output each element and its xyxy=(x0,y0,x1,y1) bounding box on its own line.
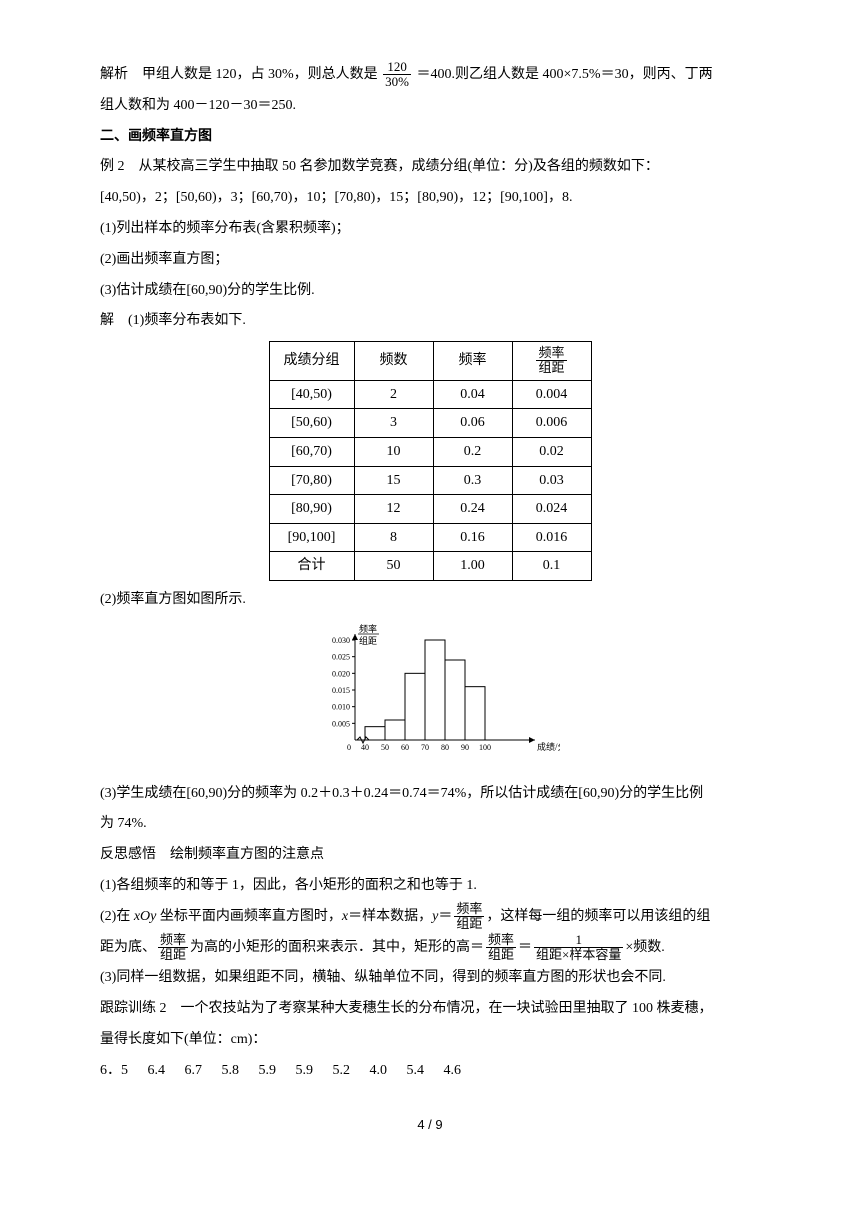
freq-over-width-3: 频率组距 xyxy=(486,933,516,963)
text: ＝400.则乙组人数是 400×7.5%＝30，则丙、丁两 xyxy=(417,67,713,82)
reflect-3: (3)同样一组数据，如果组距不同，横轴、纵轴单位不同，得到的频率直方图的形状也会… xyxy=(100,963,760,994)
svg-text:100: 100 xyxy=(479,743,491,752)
svg-text:40: 40 xyxy=(361,743,369,752)
table-row: [50,60)30.060.006 xyxy=(269,409,591,438)
answer-3-line2: 为 74%. xyxy=(100,809,760,840)
svg-text:80: 80 xyxy=(441,743,449,752)
table-row: [90,100]80.160.016 xyxy=(269,523,591,552)
frequency-table: 成绩分组 频数 频率 频率 组距 [40,50)20.040.004 [50,6… xyxy=(269,341,592,581)
histogram-chart: 0.005 0.010 0.015 0.020 0.025 0.030 0 40 50 60 70 8… xyxy=(100,622,760,775)
one-over-product: 1组距×样本容量 xyxy=(534,933,623,963)
reflect-heading: 反思感悟 绘制频率直方图的注意点 xyxy=(100,840,760,871)
svg-text:0.015: 0.015 xyxy=(332,686,350,695)
col-freq: 频率 xyxy=(433,342,512,381)
reflect-1: (1)各组频率的和等于 1，因此，各小矩形的面积之和也等于 1. xyxy=(100,871,760,902)
answer-intro: 解 (1)频率分布表如下. xyxy=(100,306,760,337)
reflect-2: (2)在 xOy 坐标平面内画频率直方图时，x＝样本数据，y＝频率组距，这样每一… xyxy=(100,902,760,933)
svg-text:0.010: 0.010 xyxy=(332,702,350,711)
svg-text:组距: 组距 xyxy=(359,635,377,646)
col-count: 频数 xyxy=(354,342,433,381)
analysis-line-1: 解析 甲组人数是 120，占 30%，则总人数是 120 30% ＝400.则乙… xyxy=(100,60,760,91)
freq-over-width-2: 频率组距 xyxy=(158,933,188,963)
freq-over-width: 频率组距 xyxy=(454,902,484,932)
example-2-stem: 例 2 从某校高三学生中抽取 50 名参加数学竞赛，成绩分组(单位：分)及各组的… xyxy=(100,152,760,183)
question-1: (1)列出样本的频率分布表(含累积频率)； xyxy=(100,214,760,245)
track-ex-line1: 跟踪训练 2 一个农技站为了考察某种大麦穗生长的分布情况，在一块试验田里抽取了 … xyxy=(100,994,760,1025)
table-row: [60,70)100.20.02 xyxy=(269,437,591,466)
svg-text:90: 90 xyxy=(461,743,469,752)
analysis-line-2: 组人数和为 400－120－30＝250. xyxy=(100,91,760,122)
data-row: 6．5 6.4 6.7 5.8 5.9 5.9 5.2 4.0 5.4 4.6 xyxy=(100,1056,760,1087)
svg-text:70: 70 xyxy=(421,743,429,752)
question-3: (3)估计成绩在[60,90)分的学生比例. xyxy=(100,276,760,307)
svg-text:60: 60 xyxy=(401,743,409,752)
svg-text:频率: 频率 xyxy=(359,623,377,634)
svg-text:成绩/分: 成绩/分 xyxy=(537,741,560,752)
histogram-svg: 0.005 0.010 0.015 0.020 0.025 0.030 0 40 50 60 70 8… xyxy=(300,622,560,762)
table-row: [80,90)120.240.024 xyxy=(269,495,591,524)
example-2-groups: [40,50)，2；[50,60)，3；[60,70)，10；[70,80)，1… xyxy=(100,183,760,214)
histogram-caption: (2)频率直方图如图所示. xyxy=(100,585,760,616)
svg-text:0.030: 0.030 xyxy=(332,636,350,645)
svg-text:0: 0 xyxy=(347,743,351,752)
answer-3-line1: (3)学生成绩在[60,90)分的频率为 0.2＋0.3＋0.24＝0.74＝7… xyxy=(100,779,760,810)
col-group: 成绩分组 xyxy=(269,342,354,381)
density-fraction: 频率 组距 xyxy=(536,346,566,376)
section-heading-2: 二、画频率直方图 xyxy=(100,122,760,153)
table-row: 合计501.000.1 xyxy=(269,552,591,581)
page-number: 4 / 9 xyxy=(100,1111,760,1140)
svg-text:50: 50 xyxy=(381,743,389,752)
svg-text:0.025: 0.025 xyxy=(332,652,350,661)
question-2: (2)画出频率直方图； xyxy=(100,245,760,276)
table-header-row: 成绩分组 频数 频率 频率 组距 xyxy=(269,342,591,381)
text: 解析 甲组人数是 120，占 30%，则总人数是 xyxy=(100,67,378,82)
fraction-120-30pct: 120 30% xyxy=(383,60,411,90)
table-row: [40,50)20.040.004 xyxy=(269,380,591,409)
svg-text:0.020: 0.020 xyxy=(332,669,350,678)
track-ex-line2: 量得长度如下(单位：cm)： xyxy=(100,1025,760,1056)
xoy-symbol: xOy xyxy=(134,909,157,924)
table-row: [70,80)150.30.03 xyxy=(269,466,591,495)
svg-text:0.005: 0.005 xyxy=(332,719,350,728)
col-density: 频率 组距 xyxy=(512,342,591,381)
reflect-2b: 距为底、频率组距为高的小矩形的面积来表示．其中，矩形的高＝频率组距＝1组距×样本… xyxy=(100,933,760,964)
